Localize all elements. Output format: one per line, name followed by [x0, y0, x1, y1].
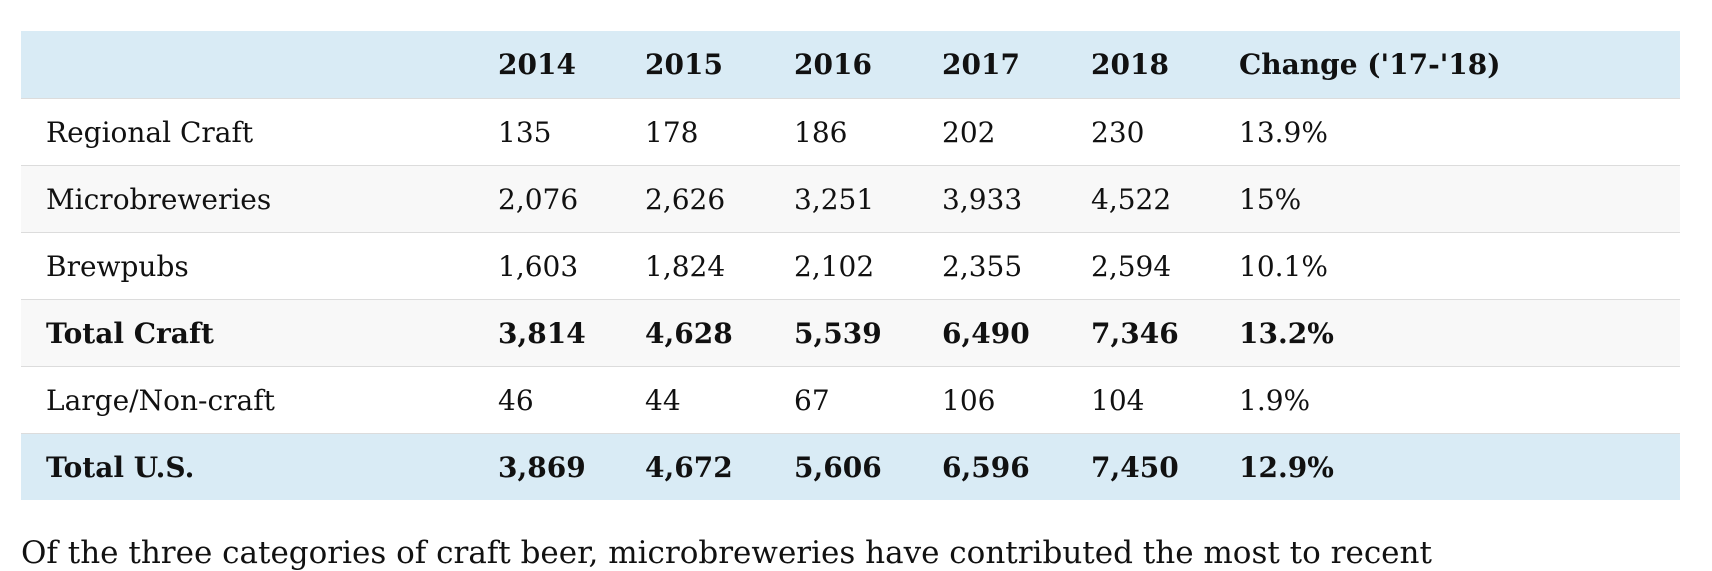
row-label: Brewpubs	[21, 232, 473, 300]
data-cell: 3,869	[498, 450, 586, 484]
row-label: Regional Craft	[21, 98, 473, 166]
data-cell: 4,628	[620, 299, 769, 367]
data-cell: 13.2%	[1214, 299, 1680, 367]
data-cell: 230	[1066, 98, 1214, 166]
data-cell: 12.9%	[1239, 450, 1334, 484]
data-cell: 2,076	[473, 165, 620, 233]
header-cell: 2015	[620, 31, 769, 99]
table-row: Microbreweries 2,076 2,626 3,251 3,933 4,522 1…	[21, 165, 1680, 233]
data-cell: 2,102	[769, 232, 917, 300]
table-row: Regional Craft 135 178 186 202 230 13.9%	[21, 98, 1680, 166]
table-row: Total Craft 3,814 4,628 5,539 6,490 7,346 13.2…	[21, 299, 1680, 367]
data-cell: 44	[620, 366, 769, 434]
data-cell: 2,626	[620, 165, 769, 233]
data-cell: 1.9%	[1214, 366, 1680, 434]
data-cell: 2,594	[1066, 232, 1214, 300]
data-cell: 104	[1066, 366, 1214, 434]
page: 2014 2015 2016 2017 2018 Change ('17-'18) Reg…	[21, 31, 1680, 571]
data-cell: 5,539	[769, 299, 917, 367]
header-cell: 2018	[1066, 31, 1214, 99]
data-cell: 7,346	[1066, 299, 1214, 367]
header-cell: 2017	[917, 31, 1066, 99]
data-cell: 7,450	[1091, 450, 1179, 484]
row-label: Microbreweries	[21, 165, 473, 233]
data-cell: 67	[769, 366, 917, 434]
table-row: Total U.S. 3,869 4,672 5,606 6,596 7,450 12.9%	[21, 433, 1680, 500]
brewery-table: 2014 2015 2016 2017 2018 Change ('17-'18) Reg…	[21, 31, 1680, 500]
data-cell: 4,672	[645, 450, 733, 484]
row-label: Total U.S.	[46, 450, 195, 484]
header-cell	[21, 31, 473, 99]
paragraph: Of the three categories of craft beer, m…	[21, 535, 1432, 571]
data-cell: 4,522	[1066, 165, 1214, 233]
data-cell: 178	[620, 98, 769, 166]
data-cell: 135	[473, 98, 620, 166]
table-row: Brewpubs 1,603 1,824 2,102 2,355 2,594 10.1%	[21, 232, 1680, 300]
data-cell: 1,603	[473, 232, 620, 300]
header-cell: 2014	[473, 31, 620, 99]
data-cell: 3,933	[917, 165, 1066, 233]
data-cell: 15%	[1214, 165, 1680, 233]
data-cell: 13.9%	[1214, 98, 1680, 166]
header-cell: 2016	[769, 31, 917, 99]
data-cell: 3,251	[769, 165, 917, 233]
row-label: Large/Non-craft	[21, 366, 473, 434]
data-cell: 202	[917, 98, 1066, 166]
table-row: Large/Non-craft 46 44 67 106 104 1.9%	[21, 366, 1680, 434]
data-cell: 6,490	[917, 299, 1066, 367]
header-cell: Change ('17-'18)	[1214, 31, 1680, 99]
header-row: 2014 2015 2016 2017 2018 Change ('17-'18)	[21, 31, 1680, 99]
row-label: Total Craft	[21, 299, 473, 367]
data-cell: 3,814	[473, 299, 620, 367]
data-cell: 106	[917, 366, 1066, 434]
data-cell: 46	[473, 366, 620, 434]
data-cell: 10.1%	[1214, 232, 1680, 300]
data-cell: 6,596	[942, 450, 1030, 484]
data-cell: 2,355	[917, 232, 1066, 300]
data-cell: 5,606	[794, 450, 882, 484]
data-cell: 1,824	[620, 232, 769, 300]
data-cell: 186	[769, 98, 917, 166]
